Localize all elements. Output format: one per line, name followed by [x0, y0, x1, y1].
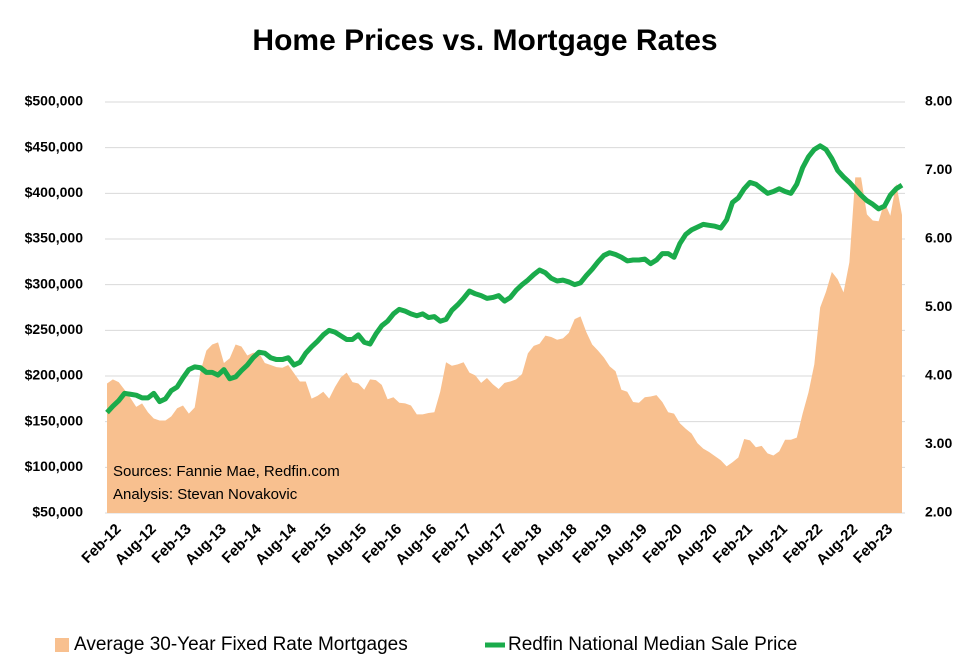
y2-tick-label: 8.00 [925, 93, 952, 109]
annotation: Sources: Fannie Mae, Redfin.com [113, 463, 340, 480]
chart-title: Home Prices vs. Mortgage Rates [252, 24, 717, 57]
y-tick-label: $400,000 [25, 184, 84, 200]
x-tick-label: Feb-23 [850, 521, 896, 567]
y-tick-label: $450,000 [25, 138, 84, 154]
y2-tick-label: 3.00 [925, 435, 952, 451]
legend-label: Redfin National Median Sale Price [508, 634, 797, 655]
y2-tick-label: 2.00 [925, 504, 952, 520]
y-tick-label: $500,000 [25, 93, 84, 109]
y-tick-label: $200,000 [25, 367, 84, 383]
area [107, 177, 902, 513]
y2-tick-label: 4.00 [925, 367, 952, 383]
legend-swatch [55, 638, 69, 652]
y2-tick-label: 6.00 [925, 230, 952, 246]
lines [105, 143, 904, 415]
y-tick-label: $300,000 [25, 275, 84, 291]
y2-tick-label: 7.00 [925, 161, 952, 177]
y2-tick-label: 5.00 [925, 298, 952, 314]
y-tick-label: $150,000 [25, 412, 84, 428]
legend-label: Average 30-Year Fixed Rate Mortgages [74, 634, 408, 655]
line [105, 143, 904, 415]
y-tick-label: $250,000 [25, 321, 84, 337]
y-tick-label: $350,000 [25, 230, 84, 246]
areas [107, 177, 902, 513]
y-tick-label: $50,000 [32, 504, 83, 520]
y-tick-label: $100,000 [25, 458, 84, 474]
annotation: Analysis: Stevan Novakovic [113, 486, 298, 503]
